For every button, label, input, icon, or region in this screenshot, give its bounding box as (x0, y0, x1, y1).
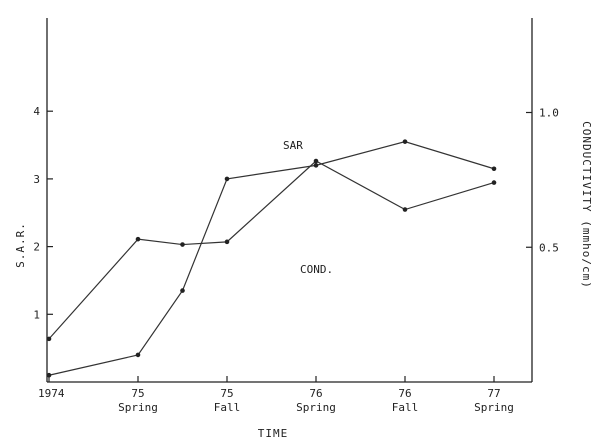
data-point-sar (313, 163, 319, 168)
data-point-cond (46, 336, 52, 342)
x-tick-label-season: Fall (214, 401, 241, 414)
chart-series (46, 139, 497, 378)
data-point-cond (313, 158, 319, 164)
data-point-sar (46, 372, 52, 378)
series-label-sar: SAR (283, 139, 303, 152)
left-y-tick-label: 2 (33, 241, 40, 254)
data-point-sar (135, 352, 141, 358)
data-point-cond (402, 207, 408, 212)
x-tick-label-year: 76 (398, 387, 411, 400)
data-point-cond (180, 242, 185, 247)
series-line-sar (48, 141, 495, 376)
series-line-cond (48, 160, 495, 340)
x-tick-label-season: Fall (392, 401, 419, 414)
x-tick-label-year: 75 (131, 387, 144, 400)
x-axis-title: TIME (258, 427, 289, 440)
chart-ticks: 12340.51.01.5197475Spring75Fall76Spring7… (33, 105, 559, 414)
left-y-tick-label: 4 (33, 105, 40, 118)
x-tick-label-year: 76 (309, 387, 322, 400)
data-point-cond (135, 236, 141, 242)
data-point-sar (224, 176, 230, 182)
x-tick-label-year: 77 (487, 387, 500, 400)
right-y-axis-title: CONDUCTIVITY (mmho/cm) (580, 121, 593, 289)
data-point-sar (180, 288, 185, 293)
x-tick-label-season: Spring (296, 401, 336, 414)
series-label-cond: COND. (300, 263, 333, 276)
right-y-tick-label: 1.0 (539, 107, 559, 120)
right-y-tick-label: 0.5 (539, 241, 559, 254)
data-point-sar (402, 139, 408, 144)
left-y-tick-label: 1 (33, 308, 40, 321)
data-point-cond (491, 180, 497, 185)
data-point-cond (224, 239, 230, 245)
x-tick-label-year: 1974 (38, 387, 65, 400)
left-y-tick-label: 3 (33, 173, 40, 186)
x-tick-label-year: 75 (220, 387, 233, 400)
x-tick-label-season: Spring (474, 401, 514, 414)
data-point-sar (491, 166, 497, 172)
chart-axes (46, 18, 533, 383)
x-tick-label-season: Spring (118, 401, 158, 414)
left-y-axis-title: S.A.R. (14, 222, 27, 268)
